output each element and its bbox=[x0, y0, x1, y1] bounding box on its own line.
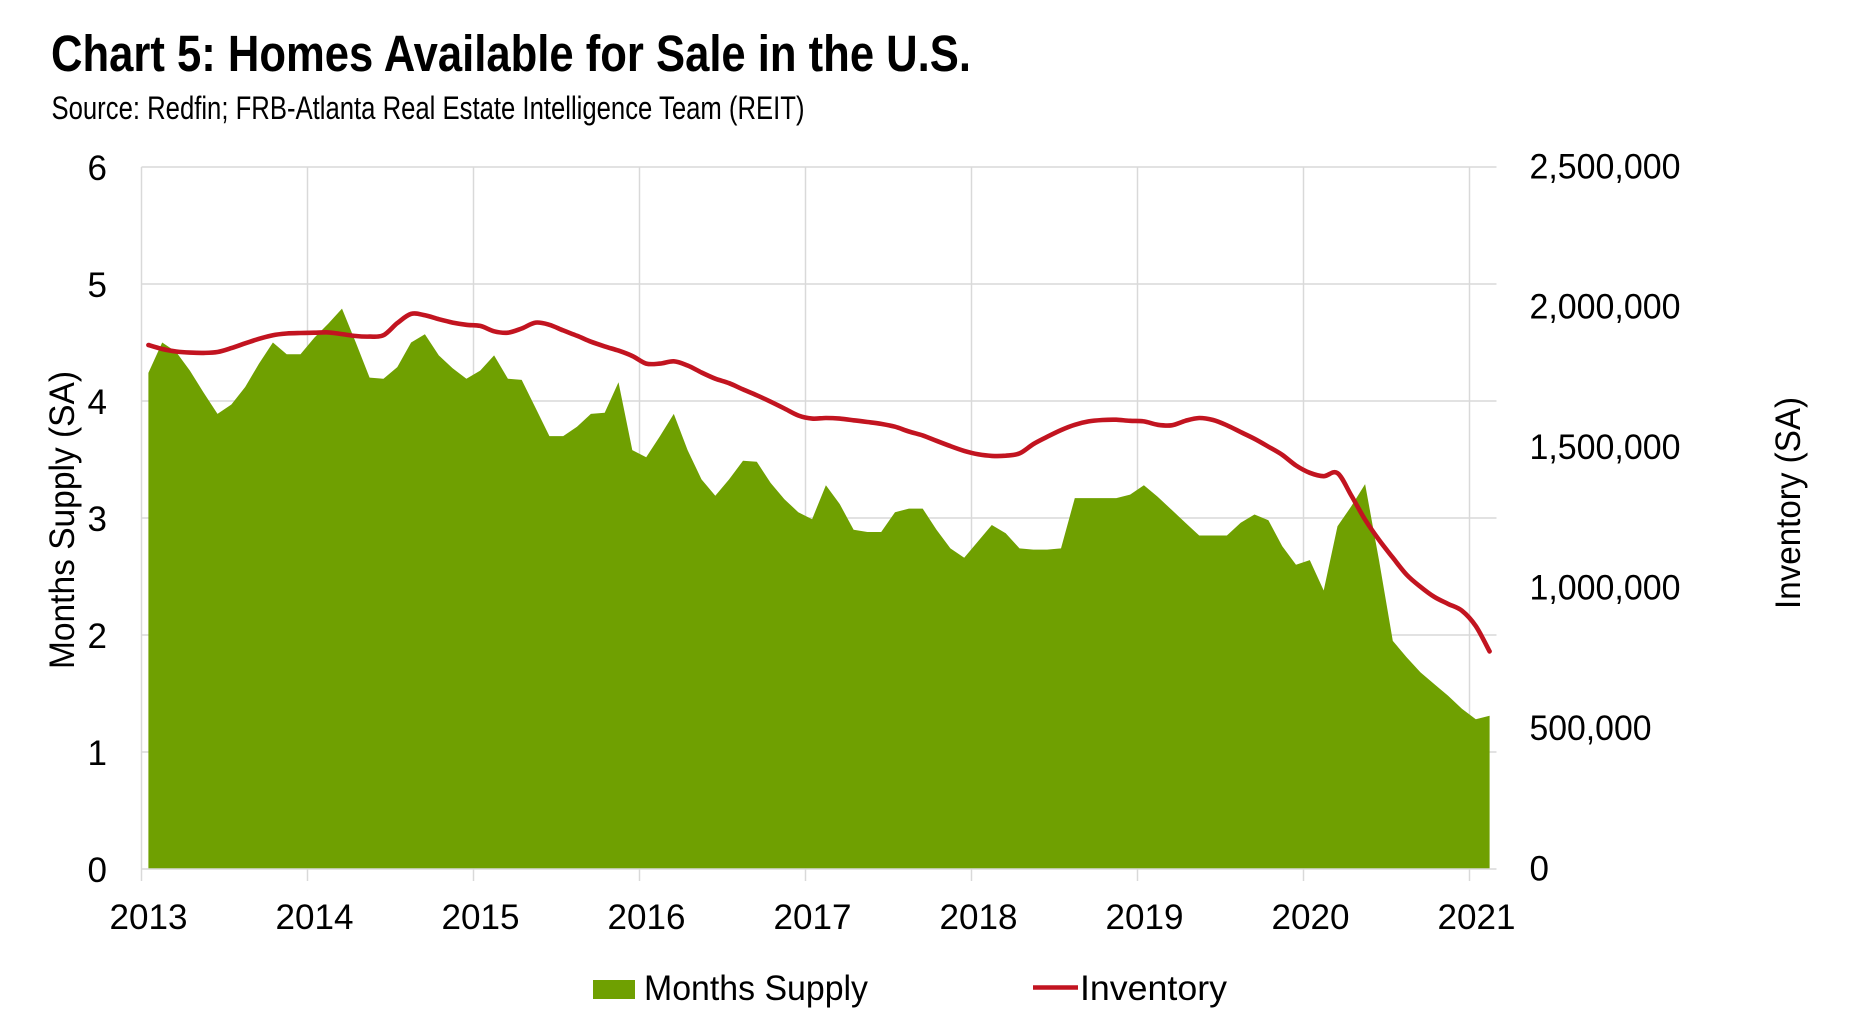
svg-text:2017: 2017 bbox=[774, 898, 852, 937]
svg-text:500,000: 500,000 bbox=[1530, 709, 1652, 748]
svg-text:0: 0 bbox=[88, 851, 107, 890]
svg-text:2014: 2014 bbox=[276, 898, 354, 937]
svg-text:1,000,000: 1,000,000 bbox=[1530, 569, 1681, 608]
svg-text:5: 5 bbox=[88, 266, 107, 305]
svg-text:2018: 2018 bbox=[940, 898, 1018, 937]
svg-text:6: 6 bbox=[88, 149, 107, 188]
svg-text:1,500,000: 1,500,000 bbox=[1530, 428, 1681, 467]
svg-text:2015: 2015 bbox=[442, 898, 520, 937]
svg-text:2016: 2016 bbox=[608, 898, 686, 937]
svg-text:3: 3 bbox=[88, 500, 107, 539]
svg-text:2019: 2019 bbox=[1106, 898, 1184, 937]
svg-text:2,500,000: 2,500,000 bbox=[1530, 147, 1681, 186]
svg-text:0: 0 bbox=[1530, 849, 1549, 888]
svg-text:1: 1 bbox=[88, 734, 107, 773]
svg-text:Inventory: Inventory bbox=[1080, 969, 1228, 1008]
svg-text:2020: 2020 bbox=[1272, 898, 1350, 937]
svg-text:2: 2 bbox=[88, 617, 107, 656]
svg-text:2013: 2013 bbox=[110, 898, 188, 937]
svg-text:Months Supply: Months Supply bbox=[644, 969, 868, 1008]
svg-text:2021: 2021 bbox=[1438, 898, 1516, 937]
svg-text:Months Supply (SA): Months Supply (SA) bbox=[43, 371, 82, 669]
svg-text:Chart 5: Homes Available for S: Chart 5: Homes Available for Sale in the… bbox=[51, 25, 971, 82]
svg-text:2,000,000: 2,000,000 bbox=[1530, 288, 1681, 327]
svg-text:Inventory (SA): Inventory (SA) bbox=[1769, 397, 1808, 609]
svg-text:Source: Redfin; FRB-Atlanta Re: Source: Redfin; FRB-Atlanta Real Estate … bbox=[52, 90, 805, 126]
svg-text:4: 4 bbox=[88, 383, 107, 422]
